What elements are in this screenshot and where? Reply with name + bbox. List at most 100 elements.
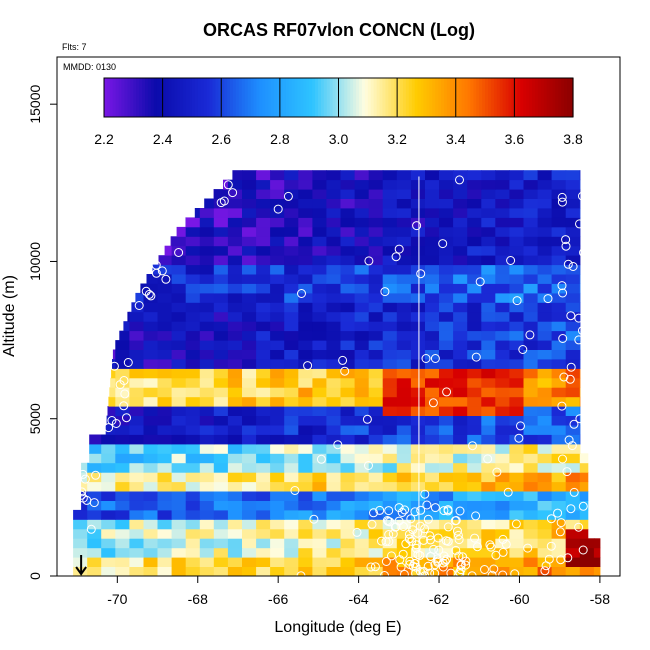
heatmap-cell [140, 283, 144, 294]
heatmap-cell [115, 387, 130, 398]
heatmap-cell [509, 217, 524, 228]
heatmap-cell [537, 330, 553, 341]
heatmap-cell [298, 509, 313, 520]
colorbar-segment [505, 78, 510, 117]
colorbar-segment [499, 78, 504, 117]
heatmap-cell [368, 208, 384, 218]
colorbar-segment [391, 78, 395, 117]
heatmap-cell [87, 491, 102, 501]
colorbar-segment [250, 78, 255, 117]
colorbar-segment [458, 78, 463, 117]
heatmap-cell [495, 396, 510, 407]
heatmap-cell [523, 415, 539, 426]
date-note: MMDD: 0130 [63, 62, 116, 72]
heatmap-cell [242, 425, 257, 435]
heatmap-cell [382, 255, 398, 266]
heatmap-cell [284, 208, 299, 218]
heatmap-cell [213, 462, 229, 473]
heatmap-cell [523, 500, 539, 511]
heatmap-cell [410, 208, 426, 218]
heatmap-cell [537, 519, 553, 530]
heatmap-cell [157, 566, 173, 577]
heatmap-cell [143, 387, 159, 398]
heatmap-cell [115, 453, 130, 464]
heatmap-cell [199, 472, 215, 483]
heatmap-cell [227, 340, 243, 350]
heatmap-cell [129, 538, 144, 549]
data-point [366, 562, 376, 572]
heatmap-cell [284, 330, 299, 341]
heatmap-cell [551, 368, 567, 379]
heatmap-cell [157, 406, 173, 416]
heatmap-cell [157, 453, 173, 464]
heatmap-cell [89, 453, 102, 464]
heatmap-cell [509, 311, 524, 322]
heatmap-cell [509, 472, 524, 483]
heatmap-cell [509, 434, 524, 445]
heatmap-cell [185, 340, 201, 350]
heatmap-cell [495, 359, 510, 369]
heatmap-cell [467, 519, 482, 530]
heatmap-cell [368, 462, 384, 473]
heatmap-cell [112, 349, 116, 360]
heatmap-cell [312, 217, 327, 228]
heatmap-cell [171, 396, 187, 407]
heatmap-cell [410, 189, 426, 199]
heatmap-cell [199, 387, 215, 398]
colorbar-segment [364, 78, 369, 117]
heatmap-cell [199, 330, 215, 341]
heatmap-cell [157, 349, 173, 360]
data-point [91, 470, 101, 480]
heatmap-cell [157, 377, 173, 388]
heatmap-cell [410, 245, 426, 256]
heatmap-cell [129, 340, 144, 350]
heatmap-cell [213, 359, 229, 369]
heatmap-cell [396, 547, 412, 558]
heatmap-cell [284, 538, 299, 549]
heatmap-cell [270, 274, 285, 284]
heatmap-cell [227, 368, 243, 379]
heatmap-cell [284, 528, 299, 539]
heatmap-cell [213, 349, 229, 360]
data-point [425, 568, 435, 578]
heatmap-cell [523, 538, 539, 549]
heatmap-cell [537, 453, 553, 464]
colorbar-segment [174, 78, 178, 117]
heatmap-cell [227, 217, 243, 228]
data-point [381, 537, 391, 546]
heatmap-cell [509, 519, 524, 530]
heatmap-cell [213, 557, 229, 567]
heatmap-cell [425, 330, 440, 341]
colorbar-segment [385, 78, 389, 117]
heatmap-cell [242, 292, 257, 303]
heatmap-cell [439, 255, 454, 266]
heatmap-cell [551, 557, 567, 567]
heatmap-cell [481, 359, 496, 369]
heatmap-cell [199, 255, 215, 266]
heatmap-cell [523, 264, 539, 275]
colorbar-segment [162, 78, 167, 117]
heatmap-cell [101, 443, 116, 454]
heatmap-cell [495, 302, 510, 313]
heatmap-cell [481, 462, 496, 473]
x-tick-label: -62 [429, 591, 449, 607]
heatmap-cell [396, 264, 412, 275]
heatmap-cell [256, 208, 271, 218]
heatmap-cell [579, 491, 589, 501]
heatmap-cell [157, 528, 173, 539]
heatmap-cell [565, 264, 581, 275]
heatmap-cell [523, 189, 539, 199]
data-point [518, 345, 528, 354]
heatmap-cell [396, 255, 412, 266]
data-point [151, 260, 161, 270]
heatmap-cell [396, 406, 412, 416]
heatmap-cell [312, 274, 327, 284]
data-point [434, 545, 444, 555]
heatmap-cell [368, 198, 384, 209]
data-point [471, 352, 481, 362]
heatmap-cell [340, 264, 356, 275]
heatmap-cell [115, 462, 130, 473]
heatmap-cell [340, 311, 356, 322]
heatmap-cell [453, 491, 468, 501]
heatmap-cell [551, 491, 567, 501]
